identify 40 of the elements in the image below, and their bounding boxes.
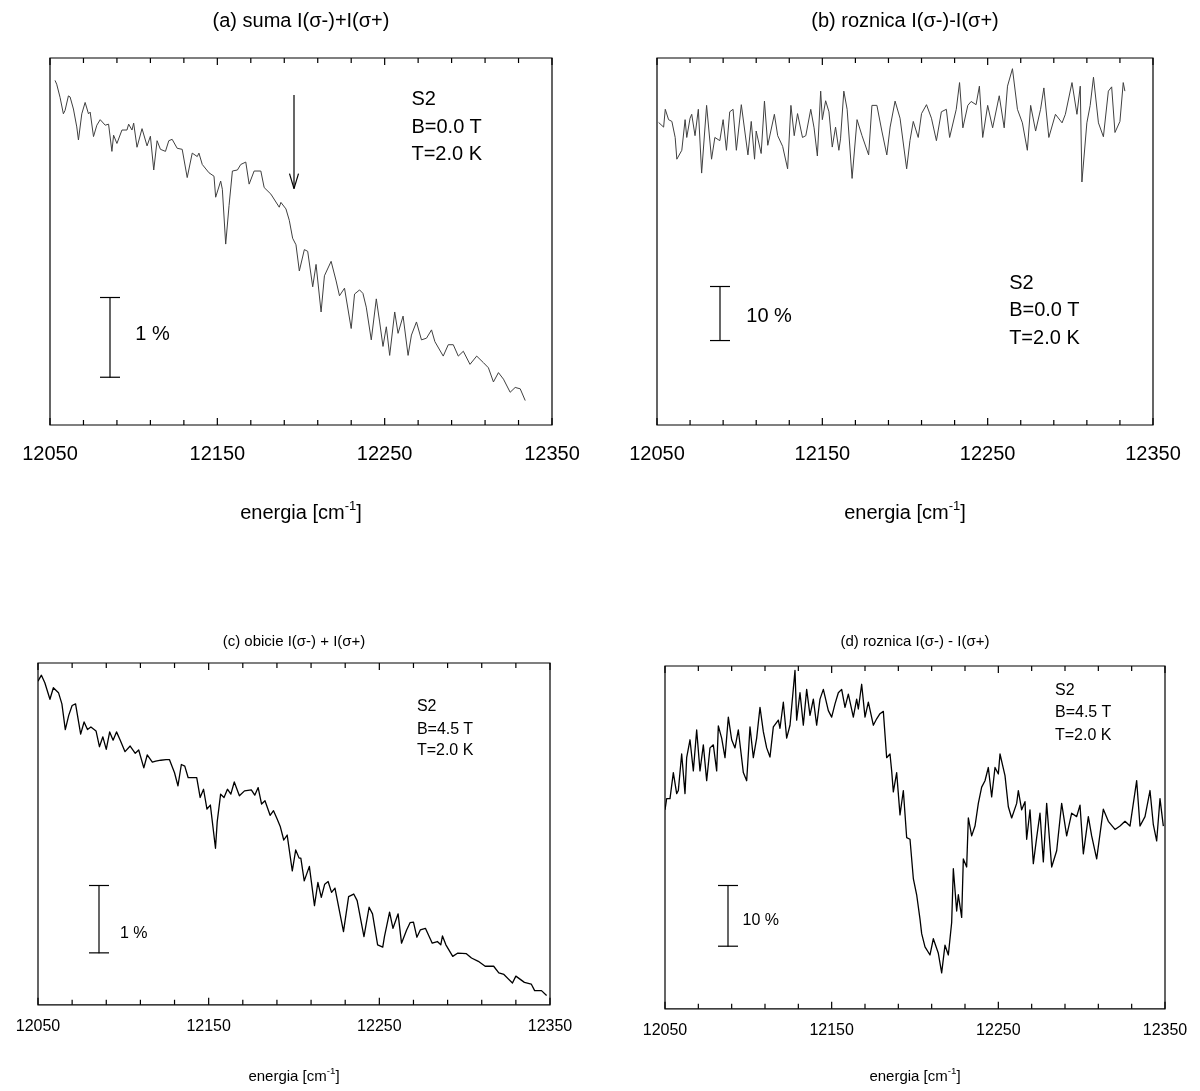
x-axis-title: energia [cm$^{-1}$] [869,1064,961,1084]
chart-title: (c) obicie I(σ-) + I(σ+) [222,631,366,649]
chart-title: (b) roznica I(σ-)-I(σ+) [811,8,999,32]
x-tick-label: 12350 [1125,441,1181,464]
x-tick-label: 12150 [809,1020,855,1038]
annotation: 10 % [742,910,779,929]
annotation: B=0.0 T [411,114,482,138]
x-tick-label: 12150 [189,441,246,464]
annotation: B=4.5 T [1055,703,1112,722]
annotation: S2 [416,697,437,716]
annotation: 1 % [119,924,148,943]
x-tick-label: 12350 [527,1016,573,1034]
x-axis-title: energia [cm$^{-1}$] [844,497,966,524]
x-tick-label: 12250 [356,441,413,464]
x-tick-label: 12250 [959,441,1016,464]
x-tick-label: 12250 [976,1020,1021,1038]
chart-title: (d) roznica I(σ-) - I(σ+) [840,631,990,649]
annotation: S2 [1055,680,1075,699]
x-tick-label: 12150 [186,1016,232,1034]
annotation: S2 [411,86,436,110]
x-tick-label: 12050 [15,1016,61,1034]
x-tick-label: 12050 [629,441,685,464]
annotation: B=4.5 T [416,719,474,738]
x-tick-label: 12250 [357,1016,402,1034]
x-tick-label: 12350 [1142,1020,1188,1038]
annotation: T=2.0 K [1055,725,1112,744]
annotation: B=0.0 T [1009,297,1080,321]
x-axis-title: energia [cm$^{-1}$] [240,497,362,524]
x-tick-label: 12050 [22,441,78,464]
x-tick-label: 12350 [524,441,580,464]
x-axis-title: energia [cm$^{-1}$] [248,1064,340,1084]
annotation: T=2.0 K [411,141,483,165]
annotation: T=2.0 K [1009,325,1080,349]
x-tick-label: 12150 [794,441,851,464]
annotation: 10 % [746,303,792,327]
x-tick-label: 12050 [642,1020,688,1038]
chart-title: (a) suma I(σ-)+I(σ+) [212,8,390,32]
annotation: S2 [1009,270,1034,294]
annotation: 1 % [135,321,170,345]
annotation: T=2.0 K [416,741,474,760]
